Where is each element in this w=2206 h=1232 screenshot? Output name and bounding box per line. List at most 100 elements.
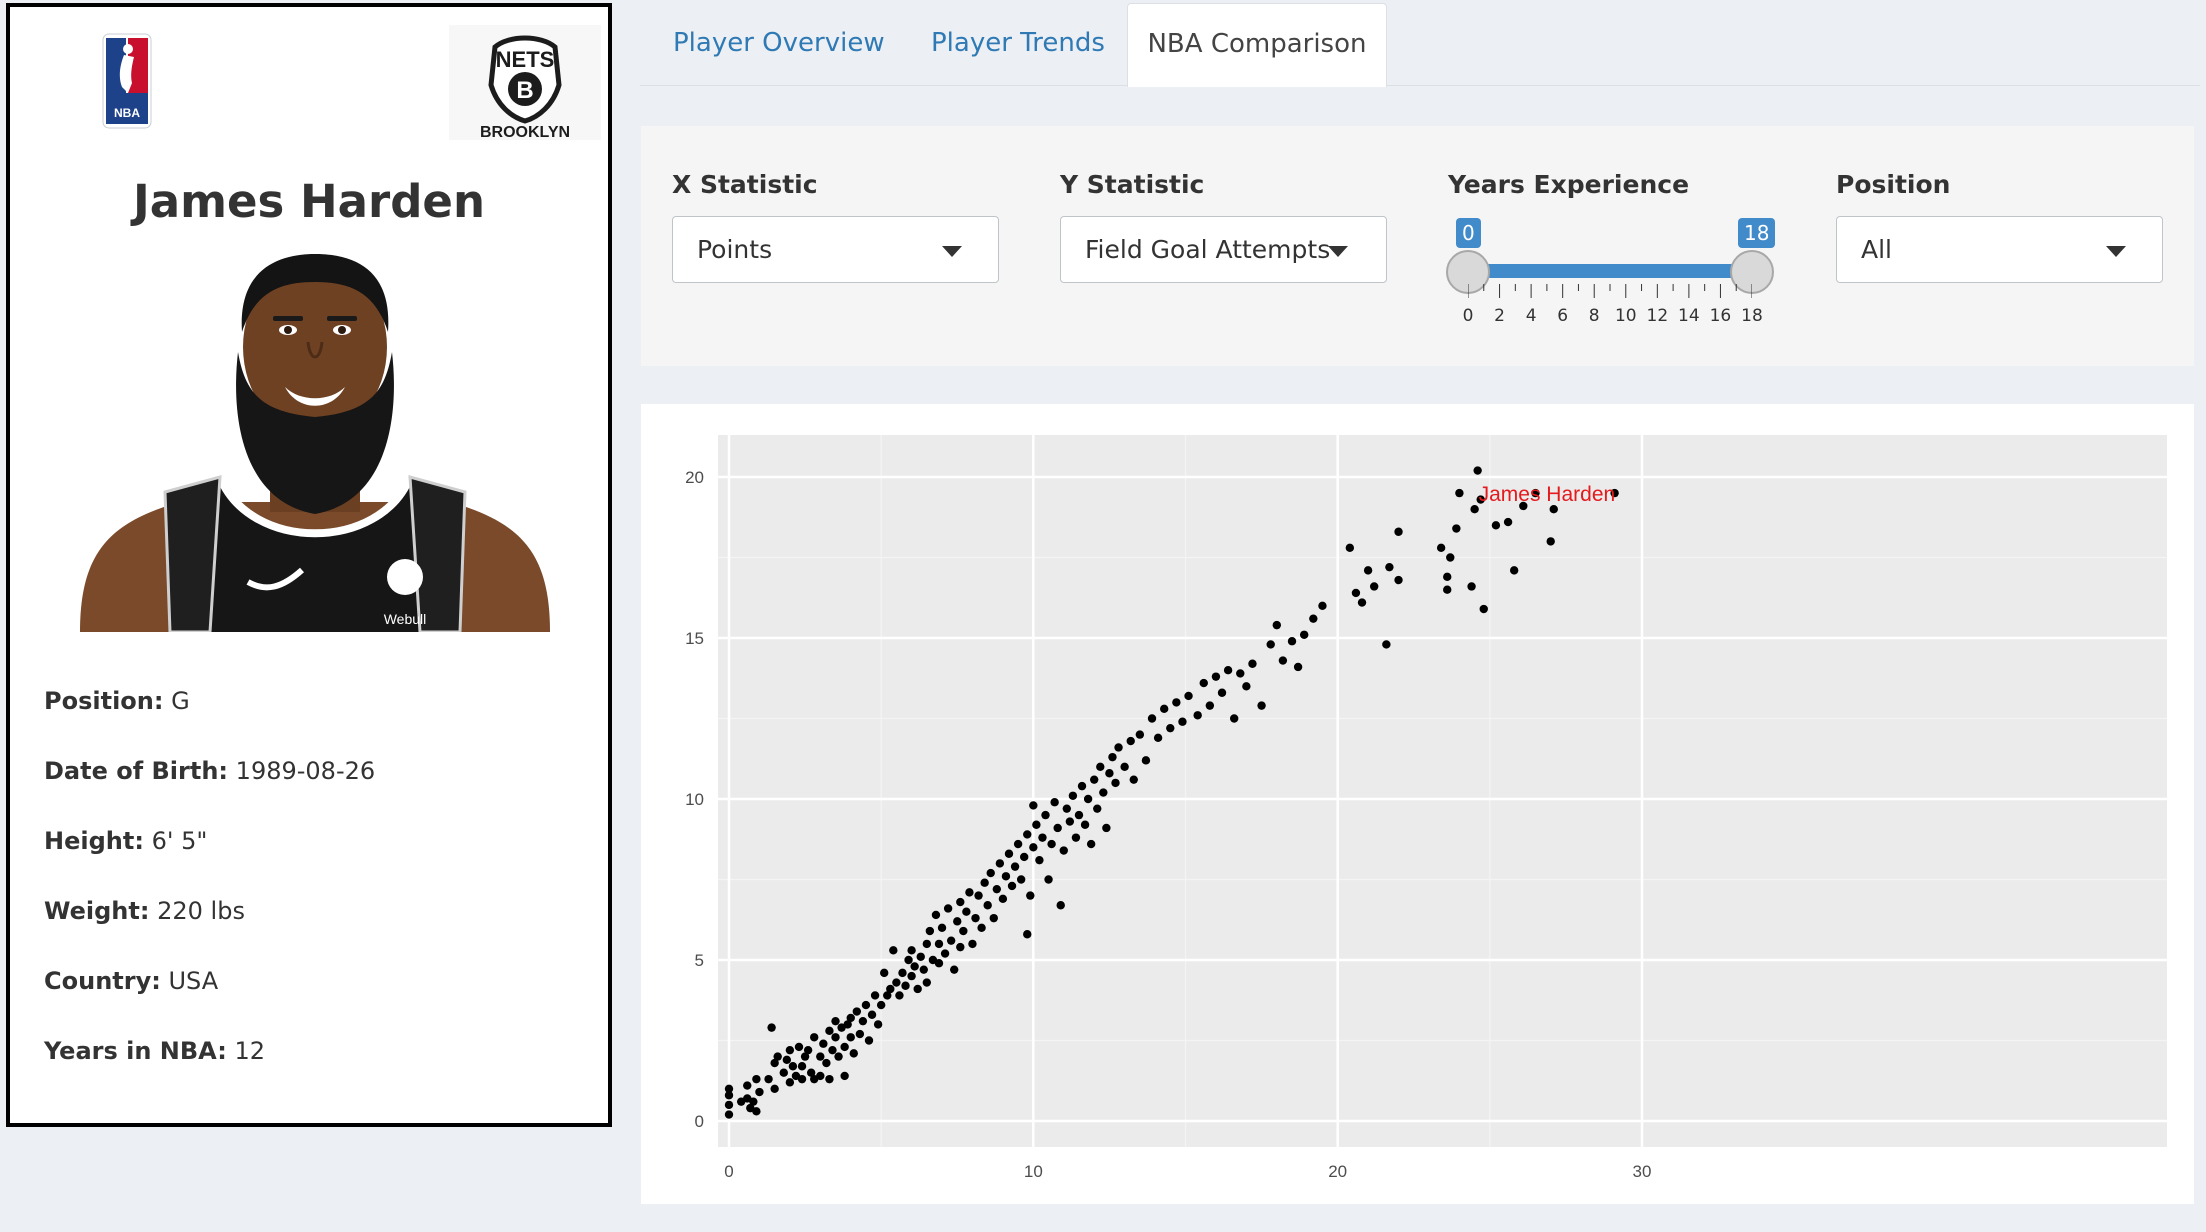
- data-point: [1032, 820, 1041, 829]
- data-point: [1120, 762, 1129, 771]
- slider-ticks: [1468, 284, 1752, 298]
- data-point: [1023, 830, 1032, 839]
- data-point: [1111, 778, 1120, 788]
- data-point: [904, 955, 913, 965]
- data-point: [770, 1084, 779, 1093]
- data-point: [1153, 733, 1163, 743]
- x-statistic-label: X Statistic: [672, 170, 818, 199]
- tab-player-overview[interactable]: Player Overview: [673, 28, 885, 58]
- slider-tick-labels: 0 2 4 6 8 10 12 14 16 18: [1463, 306, 1763, 326]
- data-point: [1090, 775, 1099, 784]
- data-point: [1385, 562, 1394, 572]
- data-point: [825, 1074, 834, 1084]
- data-point: [950, 965, 959, 974]
- data-point: [870, 991, 880, 1000]
- tab-player-trends[interactable]: Player Trends: [931, 28, 1105, 58]
- data-point: [1452, 524, 1461, 533]
- data-point: [1205, 701, 1215, 710]
- slider-tick-label: 8: [1588, 306, 1600, 326]
- data-point: [1096, 762, 1105, 771]
- data-point: [782, 1055, 792, 1065]
- data-point: [925, 926, 935, 936]
- data-point: [855, 1029, 865, 1039]
- data-point: [1546, 537, 1555, 546]
- data-point: [995, 859, 1005, 868]
- data-point: [1077, 781, 1087, 791]
- plot-background: [718, 435, 2167, 1147]
- x-tick-label: 20: [1328, 1162, 1347, 1181]
- data-point: [816, 1071, 825, 1081]
- y-statistic-label: Y Statistic: [1060, 170, 1205, 199]
- data-point: [773, 1052, 782, 1061]
- data-point: [785, 1045, 795, 1055]
- highlight-label: James Harden: [1479, 483, 1616, 506]
- data-point: [1126, 736, 1135, 746]
- data-point: [1053, 823, 1062, 833]
- data-point: [959, 926, 968, 936]
- data-point: [980, 878, 989, 887]
- slider-tick-label: 16: [1709, 306, 1732, 326]
- data-point: [1455, 488, 1464, 498]
- data-point: [873, 1020, 883, 1029]
- data-point: [1443, 572, 1452, 582]
- data-point: [1001, 872, 1011, 881]
- data-point: [1047, 839, 1056, 849]
- data-point: [883, 991, 892, 1000]
- data-point: [886, 984, 895, 994]
- data-point: [797, 1062, 807, 1071]
- position-select[interactable]: All: [1836, 216, 2163, 283]
- data-point: [867, 1010, 877, 1019]
- data-point: [752, 1107, 761, 1116]
- data-point: [895, 991, 904, 1000]
- data-point: [1029, 801, 1038, 810]
- data-point: [840, 1042, 849, 1052]
- data-point: [946, 936, 956, 945]
- data-point: [1363, 566, 1373, 575]
- data-point: [1044, 875, 1053, 884]
- data-point: [1016, 875, 1026, 884]
- data-point: [858, 1016, 868, 1026]
- slider-track[interactable]: [1468, 264, 1752, 278]
- slider-tick-label: 14: [1678, 306, 1700, 326]
- data-point: [1473, 466, 1482, 475]
- data-point: [1229, 714, 1239, 723]
- slider-tick-label: 10: [1614, 306, 1637, 326]
- x-tick-label: 10: [1024, 1162, 1043, 1181]
- data-point: [956, 942, 965, 952]
- data-point: [825, 1026, 834, 1036]
- data-point: [998, 894, 1008, 904]
- data-point: [1549, 505, 1558, 514]
- x-statistic-select[interactable]: Points: [672, 216, 999, 283]
- data-point: [749, 1097, 758, 1106]
- data-point: [992, 884, 1002, 894]
- data-point: [1199, 678, 1208, 688]
- data-point: [965, 888, 974, 897]
- data-point: [1257, 701, 1266, 710]
- data-point: [1007, 881, 1017, 891]
- x-statistic-value: Points: [697, 235, 773, 264]
- data-point: [1166, 723, 1175, 733]
- data-point: [943, 904, 953, 913]
- data-point: [1266, 640, 1275, 649]
- tab-nba-comparison[interactable]: NBA Comparison: [1127, 3, 1387, 87]
- data-point: [1080, 820, 1090, 829]
- y-statistic-select[interactable]: Field Goal Attempts: [1060, 216, 1387, 283]
- svg-text:BROOKLYN: BROOKLYN: [480, 124, 570, 140]
- slider-tick-label: 0: [1462, 306, 1474, 326]
- svg-text:B: B: [516, 77, 533, 104]
- data-point: [1071, 833, 1081, 842]
- slider-max-handle[interactable]: [1730, 250, 1774, 294]
- data-point: [880, 968, 889, 978]
- data-point: [767, 1023, 776, 1032]
- slider-tick-label: 2: [1494, 306, 1505, 326]
- data-point: [1211, 672, 1221, 681]
- data-point: [1172, 698, 1181, 707]
- data-point: [977, 923, 986, 932]
- data-point: [986, 868, 995, 878]
- team-logo: NETS B BROOKLYN: [449, 25, 601, 140]
- data-point: [1509, 566, 1519, 575]
- years-experience-slider[interactable]: 0 18 0 2 4 6 8 10 12 14 16 18: [1446, 210, 1776, 340]
- slider-min-badge: 0: [1456, 218, 1481, 248]
- player-name: James Harden: [133, 175, 485, 228]
- highlight-point: [1610, 488, 1619, 498]
